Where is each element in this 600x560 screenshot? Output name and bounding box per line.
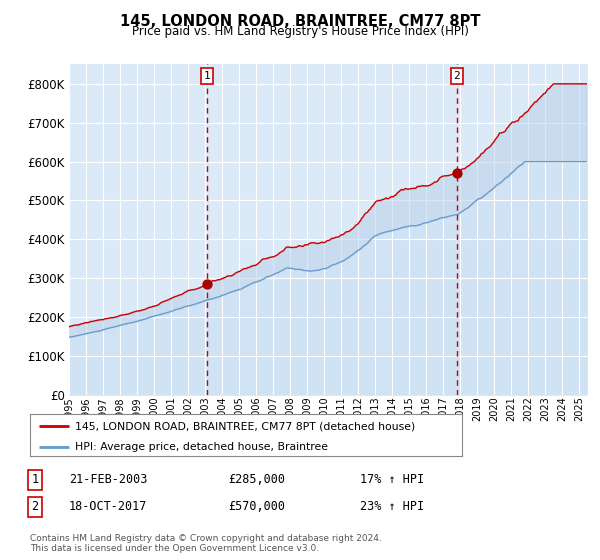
- Point: [203, 279, 212, 288]
- Text: Price paid vs. HM Land Registry's House Price Index (HPI): Price paid vs. HM Land Registry's House …: [131, 25, 469, 38]
- Text: £285,000: £285,000: [228, 473, 285, 487]
- Text: 145, LONDON ROAD, BRAINTREE, CM77 8PT: 145, LONDON ROAD, BRAINTREE, CM77 8PT: [120, 14, 480, 29]
- Text: £570,000: £570,000: [228, 500, 285, 514]
- Text: 21-FEB-2003: 21-FEB-2003: [69, 473, 148, 487]
- Text: 2: 2: [454, 71, 460, 81]
- Text: 1: 1: [31, 473, 38, 487]
- Text: 145, LONDON ROAD, BRAINTREE, CM77 8PT (detached house): 145, LONDON ROAD, BRAINTREE, CM77 8PT (d…: [76, 421, 416, 431]
- Text: 23% ↑ HPI: 23% ↑ HPI: [360, 500, 424, 514]
- Text: 1: 1: [204, 71, 211, 81]
- Text: 17% ↑ HPI: 17% ↑ HPI: [360, 473, 424, 487]
- Text: 2: 2: [31, 500, 38, 514]
- Text: HPI: Average price, detached house, Braintree: HPI: Average price, detached house, Brai…: [76, 442, 328, 452]
- Text: 18-OCT-2017: 18-OCT-2017: [69, 500, 148, 514]
- Point: [452, 169, 461, 178]
- Text: Contains HM Land Registry data © Crown copyright and database right 2024.
This d: Contains HM Land Registry data © Crown c…: [30, 534, 382, 553]
